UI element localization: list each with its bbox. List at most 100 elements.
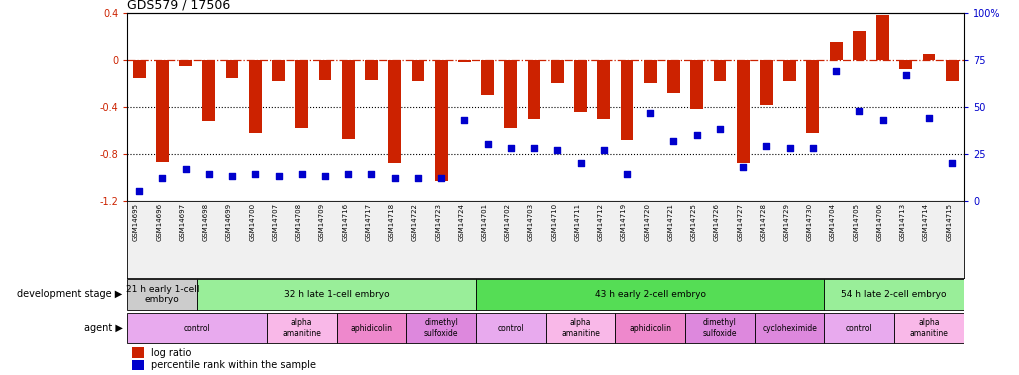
Bar (318, 60, 331, 80)
Bar (550, 60, 564, 84)
Text: GSM14719: GSM14719 (621, 203, 627, 241)
Text: control: control (497, 324, 524, 333)
Text: GSM14703: GSM14703 (528, 203, 534, 241)
Point (339, 171, 356, 177)
Text: GSM14707: GSM14707 (272, 203, 278, 241)
Bar (545, 313, 614, 344)
Text: agent ▶: agent ▶ (84, 323, 122, 333)
Bar (823, 279, 963, 310)
Point (502, 145, 519, 151)
Point (873, 117, 890, 123)
Text: aphidicolin: aphidicolin (629, 324, 671, 333)
Bar (643, 60, 656, 84)
Bar (759, 60, 772, 105)
Point (827, 68, 844, 74)
Point (130, 188, 147, 194)
Bar (132, 60, 146, 78)
Text: cycloheximide: cycloheximide (761, 324, 816, 333)
Bar (574, 60, 586, 112)
Text: GSM14728: GSM14728 (760, 203, 765, 241)
Text: GSM14704: GSM14704 (829, 203, 836, 241)
Point (548, 147, 565, 153)
Bar (388, 60, 400, 163)
Bar (197, 279, 476, 310)
Bar (945, 60, 958, 81)
Point (944, 160, 960, 166)
Bar (666, 60, 680, 93)
Text: 54 h late 2-cell embryo: 54 h late 2-cell embryo (841, 290, 946, 299)
Point (317, 173, 333, 179)
Bar (597, 60, 609, 118)
Text: GSM14714: GSM14714 (922, 203, 928, 241)
Text: GSM14699: GSM14699 (226, 203, 232, 241)
Text: percentile rank within the sample: percentile rank within the sample (151, 360, 316, 370)
Text: alpha
amanitine: alpha amanitine (282, 318, 321, 338)
Text: GSM14697: GSM14697 (179, 203, 185, 241)
Point (688, 132, 704, 138)
Bar (156, 60, 168, 162)
Point (386, 175, 403, 181)
Point (897, 72, 913, 78)
Bar (127, 313, 267, 344)
Bar (713, 60, 726, 81)
Bar (685, 313, 754, 344)
Text: GSM14712: GSM14712 (597, 203, 603, 241)
Text: GSM14706: GSM14706 (875, 203, 881, 241)
Text: log ratio: log ratio (151, 348, 192, 358)
Point (735, 164, 751, 170)
Bar (852, 31, 865, 60)
Point (479, 141, 495, 147)
Text: GSM14710: GSM14710 (551, 203, 556, 241)
Text: GSM14696: GSM14696 (156, 203, 162, 241)
Text: GSM14724: GSM14724 (458, 203, 464, 241)
Text: GSM14711: GSM14711 (574, 203, 580, 241)
Point (433, 175, 449, 181)
Bar (754, 313, 823, 344)
Text: GSM14717: GSM14717 (365, 203, 371, 241)
Text: development stage ▶: development stage ▶ (17, 290, 122, 299)
Bar (828, 42, 842, 60)
Bar (336, 313, 406, 344)
Point (664, 138, 681, 144)
Text: GSM14716: GSM14716 (342, 203, 347, 241)
Text: GSM14709: GSM14709 (319, 203, 325, 241)
Point (920, 115, 936, 121)
Text: GSM14729: GSM14729 (783, 203, 789, 241)
Text: GSM14727: GSM14727 (737, 203, 743, 241)
Bar (341, 60, 355, 138)
Bar (481, 60, 493, 95)
Point (572, 160, 588, 166)
Bar (202, 60, 215, 121)
Text: GSM14726: GSM14726 (713, 203, 719, 241)
Text: 32 h late 1-cell embryo: 32 h late 1-cell embryo (283, 290, 389, 299)
Bar (899, 60, 911, 69)
Text: GSM14721: GSM14721 (666, 203, 673, 241)
Text: GSM14708: GSM14708 (296, 203, 302, 241)
Text: GSM14700: GSM14700 (249, 203, 255, 241)
Text: GSM14720: GSM14720 (644, 203, 650, 241)
Bar (690, 60, 702, 109)
Bar (296, 60, 308, 128)
Text: GSM14723: GSM14723 (435, 203, 440, 241)
Text: GSM14718: GSM14718 (388, 203, 394, 241)
Text: GSM14715: GSM14715 (946, 203, 952, 241)
Text: GSM14698: GSM14698 (203, 203, 209, 241)
Bar (131, 360, 144, 370)
Bar (823, 313, 894, 344)
Point (270, 173, 286, 179)
Bar (249, 60, 262, 133)
Bar (894, 313, 963, 344)
Bar (434, 60, 447, 181)
Bar (806, 60, 818, 133)
Bar (225, 60, 238, 78)
Point (711, 126, 728, 132)
Text: control: control (845, 324, 872, 333)
Text: GSM14705: GSM14705 (853, 203, 858, 241)
Text: aphidicolin: aphidicolin (351, 324, 392, 333)
Point (757, 143, 773, 149)
Bar (476, 313, 545, 344)
Text: GDS579 / 17506: GDS579 / 17506 (127, 0, 230, 12)
Text: 43 h early 2-cell embryo: 43 h early 2-cell embryo (594, 290, 705, 299)
Text: dimethyl
sulfoxide: dimethyl sulfoxide (424, 318, 458, 338)
Text: GSM14701: GSM14701 (481, 203, 487, 241)
